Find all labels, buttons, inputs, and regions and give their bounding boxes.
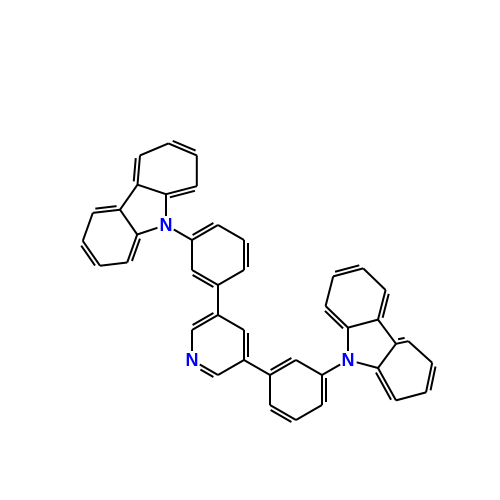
atom-label-n: N <box>186 350 199 370</box>
atom-label-n: N <box>342 350 355 370</box>
atom-label-n: N <box>160 215 173 235</box>
molecule-structure: N N N <box>0 0 500 500</box>
